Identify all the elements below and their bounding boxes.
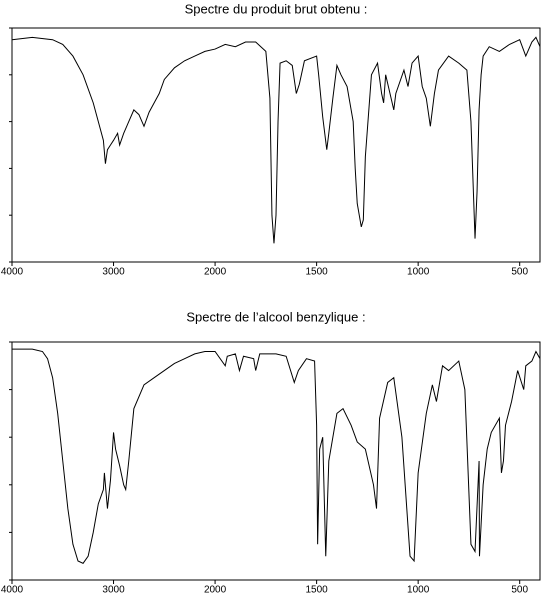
x-tick-label: 3000	[102, 267, 125, 278]
x-tick-label: 4000	[1, 267, 24, 278]
spectrum-line	[11, 36, 541, 244]
x-tick-label: 4000	[1, 585, 24, 596]
x-tick-label: 500	[511, 267, 528, 278]
x-tick-label: 1000	[407, 585, 430, 596]
spectrum-line	[12, 348, 541, 564]
x-tick-label: 500	[511, 585, 528, 596]
chart-title: Spectre du produit brut obtenu :	[185, 1, 368, 16]
plot-frame	[11, 27, 541, 263]
x-tick-label: 1500	[305, 267, 328, 278]
x-tick-label: 1000	[407, 267, 430, 278]
chart-title: Spectre de l’alcool benzylique :	[186, 309, 365, 324]
x-tick-label: 3000	[102, 585, 125, 596]
x-tick-label: 1500	[305, 585, 328, 596]
x-tick-label: 2000	[204, 267, 227, 278]
plot-frame	[11, 341, 541, 581]
x-tick-label: 2000	[204, 585, 227, 596]
